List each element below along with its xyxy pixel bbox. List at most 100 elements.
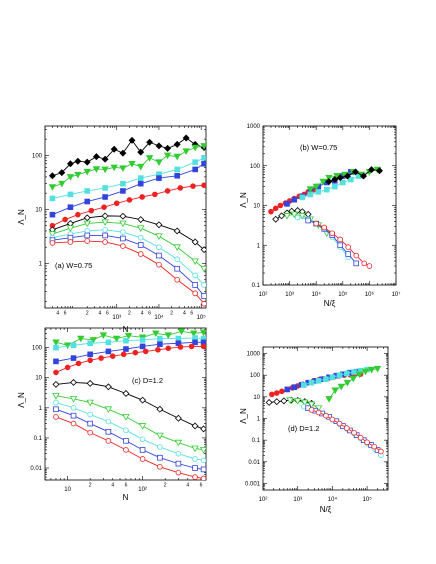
data-point — [319, 178, 327, 186]
data-point — [345, 251, 352, 257]
y-tick-label: 100 — [32, 153, 43, 159]
data-point — [201, 300, 206, 307]
data-point — [371, 443, 377, 450]
x-tick-label: 10⁵ — [363, 496, 373, 503]
data-point — [156, 252, 162, 259]
data-point — [323, 412, 329, 419]
series-line — [52, 229, 205, 286]
data-point — [331, 387, 339, 395]
data-point — [70, 405, 77, 411]
data-point — [137, 180, 144, 187]
data-point — [75, 211, 81, 218]
data-point — [200, 425, 206, 433]
data-point — [137, 251, 144, 257]
x-axis-label: N — [123, 493, 129, 502]
x-tick-label: 10² — [259, 497, 268, 503]
data-point — [70, 378, 77, 386]
data-point — [156, 432, 164, 440]
data-point — [329, 374, 336, 381]
data-point — [164, 332, 172, 339]
series-black-diamond-filled — [48, 134, 206, 180]
series-cyan-circle-open — [53, 399, 206, 464]
data-point — [312, 183, 320, 191]
data-point — [86, 379, 94, 387]
data-point — [86, 399, 94, 407]
data-point — [48, 172, 56, 180]
panel-annotation: (b) W=0.75 — [300, 143, 337, 152]
data-point — [138, 423, 147, 430]
data-point — [49, 211, 56, 218]
x-minor-tick-label: 6 — [64, 311, 67, 317]
data-point — [122, 390, 130, 397]
x-minor-tick-label: 2 — [86, 311, 89, 317]
x-minor-tick-label: 2 — [128, 311, 131, 317]
data-point — [361, 260, 368, 267]
data-point — [92, 166, 101, 173]
data-point — [294, 398, 302, 405]
data-point — [323, 376, 329, 383]
y-axis-label: Λ_N — [17, 392, 26, 408]
data-point — [53, 406, 59, 413]
data-point — [102, 232, 108, 239]
data-point — [157, 335, 163, 342]
data-point — [137, 225, 145, 233]
data-point — [291, 196, 298, 203]
data-point — [357, 434, 364, 441]
data-point — [123, 427, 129, 434]
data-point — [123, 447, 129, 453]
x-minor-tick-label: 4 — [186, 483, 189, 489]
data-point — [49, 195, 56, 202]
data-point — [155, 221, 163, 229]
data-point — [137, 242, 144, 248]
data-point — [137, 216, 145, 224]
data-point — [70, 355, 77, 361]
data-point — [177, 328, 186, 336]
data-point — [368, 166, 375, 174]
data-point — [84, 232, 91, 239]
data-point — [139, 456, 146, 462]
data-point — [329, 416, 336, 423]
y-tick-label: 0.01 — [248, 460, 260, 466]
data-point — [83, 220, 91, 228]
data-point — [83, 214, 91, 222]
data-point — [84, 188, 91, 194]
data-point — [53, 344, 59, 351]
series-line — [55, 395, 204, 451]
data-point — [173, 153, 181, 161]
panel-b: 0.1 1 10 100 1000 10² 10³ 10⁴ 10⁵ 10⁶ 10⁷ N/ξ Λ_N (b)… — [239, 124, 400, 308]
data-point — [164, 144, 172, 152]
panel-d: 0.001 0.01 0.1 1 10 100 1000 10² 10³ 10⁴ 10⁵ N/ξ Λ_N… — [239, 346, 389, 514]
data-point — [182, 148, 190, 155]
data-point — [278, 212, 286, 220]
x-minor-tick-label: 4 — [111, 483, 114, 489]
data-point — [119, 220, 127, 228]
data-point — [67, 191, 74, 198]
data-point — [192, 339, 198, 346]
data-point — [53, 358, 59, 365]
data-point — [192, 474, 198, 480]
data-point — [155, 233, 163, 241]
data-point — [139, 436, 146, 443]
series-line — [52, 235, 205, 297]
x-tick-label: 10² — [138, 487, 147, 493]
data-point — [301, 382, 307, 388]
data-point — [84, 198, 91, 205]
data-point — [99, 332, 108, 339]
data-point — [325, 174, 333, 182]
x-tick-label: 10⁴ — [154, 314, 164, 321]
series-line — [55, 341, 204, 362]
data-point — [87, 351, 93, 358]
y-axis-label: Λ_N — [239, 192, 248, 208]
data-point — [191, 238, 199, 246]
series-green-triangle-down-open — [48, 219, 206, 273]
data-point — [156, 244, 162, 251]
data-point — [137, 175, 144, 181]
data-point — [188, 343, 195, 350]
y-tick-label: 1 — [39, 261, 43, 267]
series-cyan-square-filled — [299, 173, 362, 201]
data-point — [200, 457, 206, 464]
data-point — [323, 186, 330, 193]
data-point — [87, 411, 93, 418]
data-point — [182, 134, 190, 142]
